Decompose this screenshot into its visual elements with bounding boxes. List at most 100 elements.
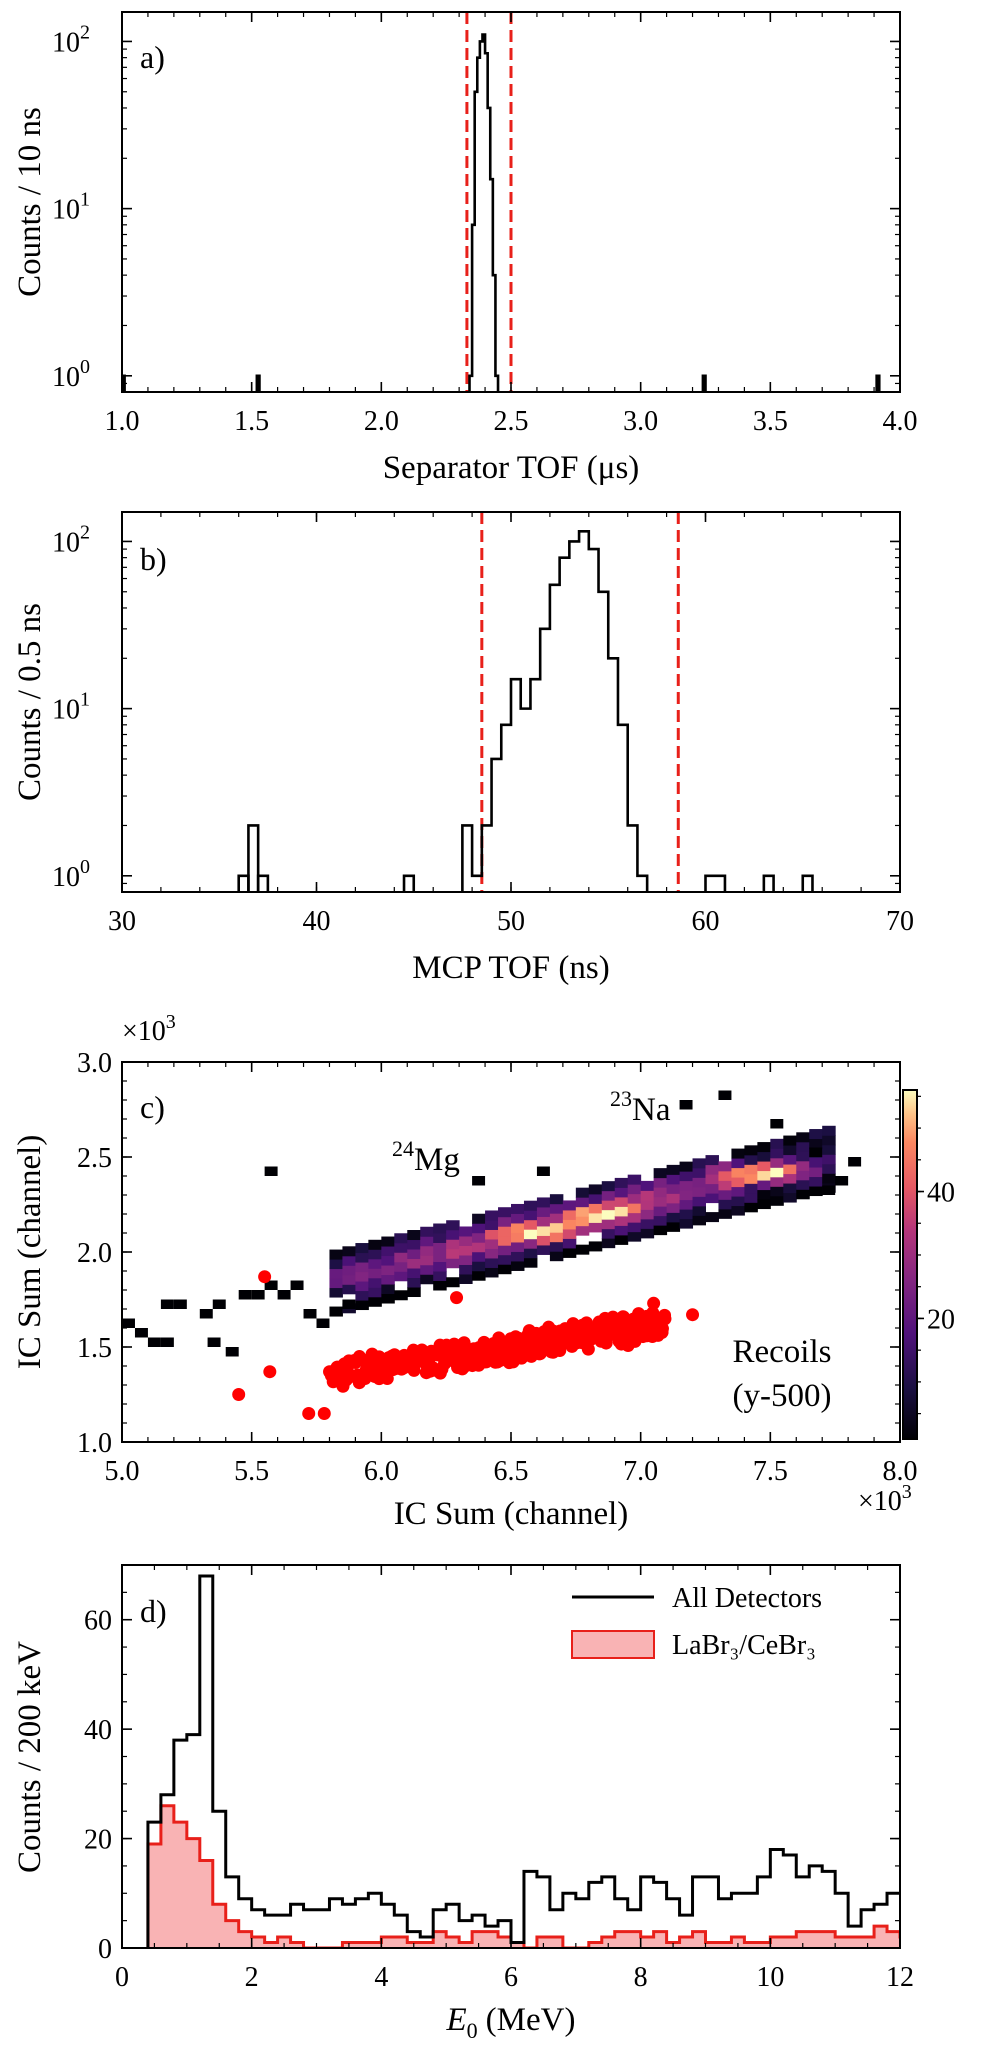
heatmap-cell	[575, 1244, 590, 1255]
heatmap-cell	[536, 1216, 551, 1227]
heatmap-cell	[394, 1261, 408, 1272]
series-all-detectors-line	[146, 1574, 900, 1948]
heatmap-cell	[407, 1230, 421, 1241]
heatmap-cell	[329, 1259, 343, 1270]
heatmap-cell	[536, 1206, 551, 1217]
heatmap-cell-sparse	[160, 1337, 174, 1347]
annotation-recoils: Recoils	[733, 1334, 832, 1370]
heatmap-cell	[692, 1205, 706, 1216]
heatmap-cell	[705, 1155, 719, 1166]
heatmap-cell	[757, 1142, 771, 1153]
heatmap-cell	[718, 1180, 732, 1191]
heatmap-cell	[420, 1236, 434, 1247]
recoil-point	[341, 1371, 355, 1385]
panel-a-isolated-bin-3	[875, 374, 881, 392]
heatmap-cell	[731, 1167, 745, 1178]
heatmap-cell	[731, 1148, 745, 1159]
heatmap-cell	[472, 1232, 486, 1243]
panel-c-xtick-label-6: 8.0	[883, 1456, 918, 1487]
heatmap-cell	[809, 1176, 823, 1187]
panel-a-xtick-label-6: 4.0	[883, 406, 918, 437]
series-labr3-line	[146, 1804, 900, 1948]
heatmap-cell	[601, 1219, 616, 1230]
heatmap-cell	[653, 1215, 668, 1226]
series-labr3-fill	[147, 1805, 900, 1948]
heatmap-cell	[692, 1196, 706, 1207]
heatmap-cell	[549, 1203, 564, 1214]
heatmap-cell	[809, 1138, 823, 1149]
heatmap-cell	[511, 1222, 525, 1233]
heatmap-cell-sparse	[147, 1337, 161, 1347]
heatmap-cell	[627, 1222, 642, 1233]
recoil-point	[566, 1325, 580, 1339]
heatmap-cell	[329, 1306, 343, 1317]
heatmap-cell	[575, 1206, 590, 1217]
heatmap-cell	[459, 1226, 473, 1237]
heatmap-cell	[523, 1238, 538, 1249]
recoil-point	[324, 1365, 338, 1379]
heatmap-cell	[666, 1164, 681, 1175]
recoil-point	[457, 1336, 471, 1350]
panel-d-xtick-label-4: 8	[634, 1962, 648, 1993]
heatmap-cell	[446, 1220, 460, 1231]
panel-d-plot-area	[146, 1574, 900, 1948]
heatmap-cell	[783, 1145, 797, 1156]
heatmap-cell	[627, 1212, 642, 1223]
recoil-point	[342, 1354, 356, 1368]
panel-d-xtick-label-6: 12	[886, 1962, 914, 1993]
heatmap-cell	[601, 1228, 616, 1239]
colorbar-frame	[902, 1089, 918, 1440]
heatmap-cell	[783, 1192, 797, 1203]
panel-b-xtick-label-3: 60	[692, 906, 720, 937]
panel-b: 30 40 50 60 70 100 101 102 b) MCP TOF (ns) Coun…	[12, 511, 914, 986]
heatmap-cell	[549, 1241, 564, 1252]
recoil-point-outlier	[258, 1270, 272, 1284]
heatmap-cell	[679, 1199, 694, 1210]
heatmap-cell	[679, 1161, 694, 1172]
heatmap-cell-sparse	[277, 1290, 291, 1300]
heatmap-cell	[420, 1255, 434, 1266]
recoil-point	[651, 1326, 665, 1340]
heatmap-cell-sparse	[718, 1090, 732, 1100]
heatmap-cell	[666, 1193, 681, 1204]
heatmap-cell	[381, 1293, 395, 1304]
heatmap-cell	[459, 1235, 473, 1246]
heatmap-cell	[394, 1242, 408, 1253]
panel-a-ylabel: Counts / 10 ns	[12, 107, 48, 297]
heatmap-cell	[770, 1138, 784, 1149]
heatmap-cell	[472, 1242, 486, 1253]
heatmap-cell	[666, 1212, 681, 1223]
panel-a-xtick-label-4: 3.0	[623, 406, 658, 437]
heatmap-cell	[705, 1174, 719, 1185]
legend-label-labr3: LaBr₃/CeBr₃	[672, 1630, 816, 1661]
panel-d-ytick-label-3: 60	[84, 1606, 112, 1637]
heatmap-cell	[731, 1196, 745, 1207]
heatmap-cell	[692, 1177, 706, 1188]
panel-d-xlabel: E0 (MeV)	[446, 2002, 576, 2043]
heatmap-cell-sparse	[342, 1299, 356, 1309]
recoil-point	[595, 1322, 609, 1336]
heatmap-cell	[666, 1174, 681, 1185]
panel-c-ylabel: IC Sum (channel)	[12, 1135, 48, 1370]
heatmap-cell	[498, 1216, 512, 1227]
colorbar	[903, 1090, 917, 1439]
heatmap-cell	[329, 1278, 343, 1289]
heatmap-cell	[329, 1249, 343, 1260]
heatmap-cell	[588, 1222, 603, 1233]
panel-c-label: c)	[140, 1089, 165, 1125]
panel-a-xtick-label-5: 3.5	[753, 406, 788, 437]
heatmap-cell	[744, 1202, 758, 1213]
recoil-point-outlier	[263, 1365, 277, 1379]
heatmap-cell	[627, 1174, 642, 1185]
heatmap-cell	[355, 1243, 369, 1254]
panel-a-xlabel: Separator TOF (μs)	[383, 450, 640, 486]
panel-c-plot-area	[122, 1090, 862, 1420]
recoil-point-outlier	[686, 1308, 700, 1322]
panel-a-xtick-label-1: 1.5	[234, 406, 269, 437]
heatmap-cell	[601, 1181, 616, 1192]
panel-b-label: b)	[140, 541, 167, 577]
heatmap-cell	[770, 1195, 784, 1206]
panel-b-ytick-label-0: 100	[52, 856, 90, 893]
heatmap-cell-sparse	[809, 1147, 823, 1157]
heatmap-cell	[679, 1180, 694, 1191]
